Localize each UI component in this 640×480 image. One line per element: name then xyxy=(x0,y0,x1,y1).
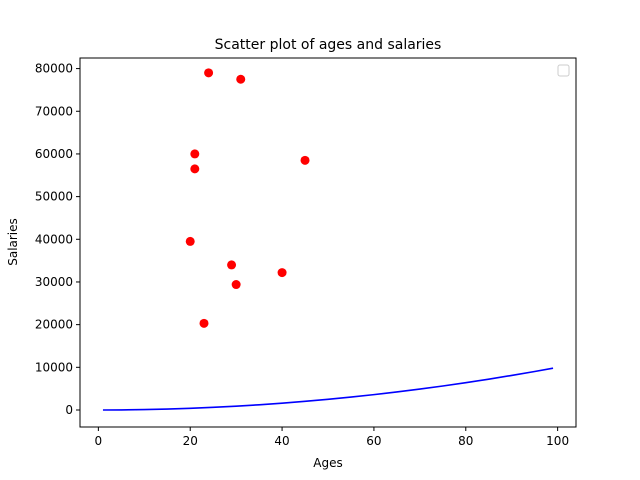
chart-title: Scatter plot of ages and salaries xyxy=(215,37,442,53)
y-tick-label: 0 xyxy=(65,403,73,417)
scatter-point xyxy=(199,318,209,328)
scatter-point xyxy=(190,164,200,174)
legend-box xyxy=(557,64,570,77)
y-tick-label: 20000 xyxy=(35,318,73,332)
x-axis-label: Ages xyxy=(313,456,342,470)
y-axis-label: Salaries xyxy=(6,218,20,266)
x-tick-label: 60 xyxy=(366,434,381,448)
y-tick-label: 50000 xyxy=(35,190,73,204)
y-tick-label: 60000 xyxy=(35,147,73,161)
scatter-point xyxy=(300,155,310,165)
scatter-point xyxy=(185,236,195,246)
y-tick-label: 80000 xyxy=(35,62,73,76)
y-tick-label: 40000 xyxy=(35,232,73,246)
scatter-point xyxy=(231,280,241,290)
series-line xyxy=(102,367,554,411)
x-tick-label: 100 xyxy=(546,434,569,448)
plot-area: 0 20 40 60 80 100 0 10000 20000 30000 40000 50000 60… xyxy=(35,62,569,448)
x-tick-label: 80 xyxy=(458,434,473,448)
x-tick-label: 40 xyxy=(274,434,289,448)
y-tick-label: 10000 xyxy=(35,360,73,374)
scatter-point xyxy=(277,268,287,278)
scatter-point xyxy=(236,74,246,84)
x-tick-label: 20 xyxy=(183,434,198,448)
y-tick-label: 70000 xyxy=(35,104,73,118)
scatter-point xyxy=(227,260,237,270)
x-tick-label: 0 xyxy=(95,434,103,448)
scatter-point xyxy=(204,68,214,78)
y-tick-label: 30000 xyxy=(35,275,73,289)
plot-frame xyxy=(79,57,577,428)
scatter-point xyxy=(190,149,200,159)
